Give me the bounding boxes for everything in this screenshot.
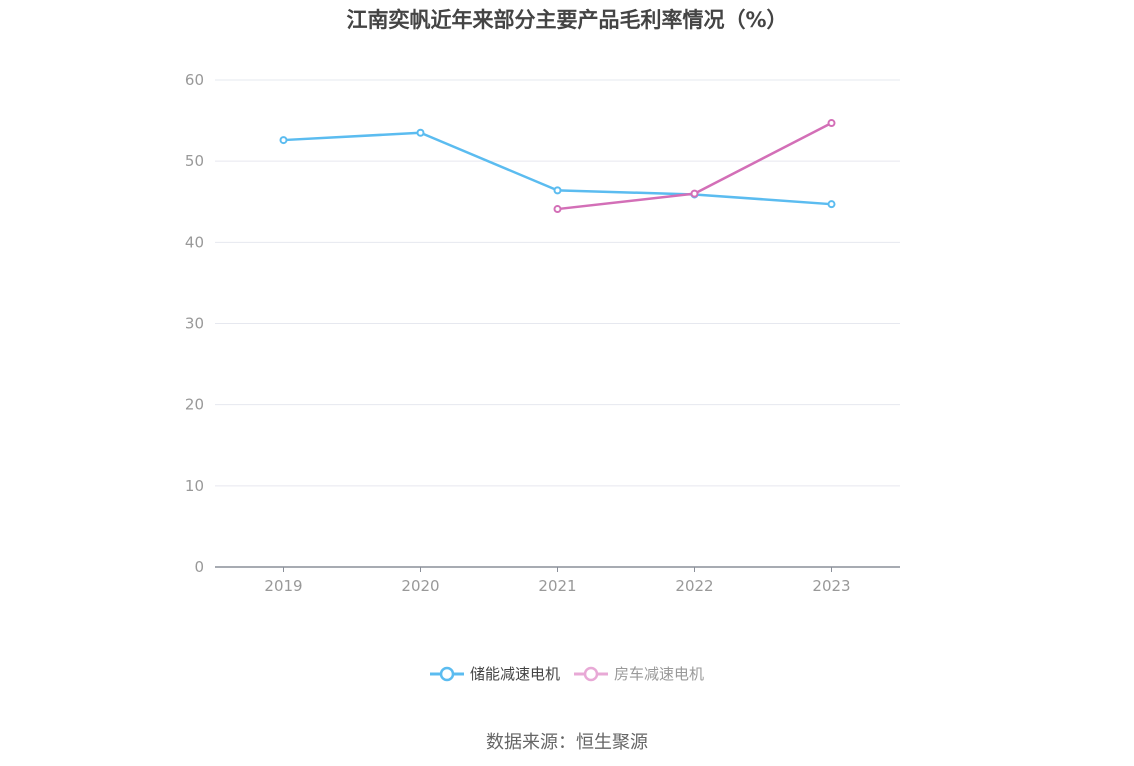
- data-source-note: 数据来源：恒生聚源: [486, 732, 648, 753]
- x-tick-label: 2020: [401, 577, 439, 595]
- data-point-series-1[interactable]: [553, 186, 562, 195]
- x-tick-label: 2023: [812, 577, 850, 595]
- x-tick-label: 2022: [675, 577, 713, 595]
- legend-label-series-1: 储能减速电机: [469, 665, 560, 683]
- data-point-series-2[interactable]: [827, 119, 836, 128]
- data-point-series-2[interactable]: [553, 205, 562, 214]
- chart-title: 江南奕帆近年来部分主要产品毛利率情况（%）: [346, 8, 788, 32]
- y-tick-label: 30: [185, 315, 204, 333]
- legend: 储能减速电机 房车减速电机: [0, 663, 1134, 684]
- data-point-series-1[interactable]: [279, 136, 288, 145]
- y-tick-label: 50: [185, 152, 204, 170]
- series-lines: [279, 119, 836, 214]
- data-point-series-1[interactable]: [416, 128, 425, 137]
- data-point-series-2[interactable]: [690, 189, 699, 198]
- x-tick-label: 2019: [264, 577, 302, 595]
- legend-item-series-1[interactable]: 储能减速电机: [429, 663, 560, 684]
- y-tick-label: 40: [185, 233, 204, 251]
- y-tick-label: 20: [185, 396, 204, 414]
- x-tick-label: 2021: [538, 577, 576, 595]
- grid-lines: [215, 79, 900, 487]
- y-tick-label: 0: [194, 558, 204, 576]
- legend-marker-series-2: [574, 666, 608, 681]
- y-tick-label: 10: [185, 477, 204, 495]
- axes: 0 10 20 30 40 50 60 2019 2020 2021 2022 2023: [185, 71, 900, 595]
- legend-marker-series-1: [429, 666, 464, 681]
- data-point-series-1[interactable]: [827, 200, 836, 209]
- y-tick-label: 60: [185, 71, 204, 89]
- legend-label-series-2: 房车减速电机: [614, 665, 705, 683]
- legend-item-series-2[interactable]: 房车减速电机: [574, 663, 704, 684]
